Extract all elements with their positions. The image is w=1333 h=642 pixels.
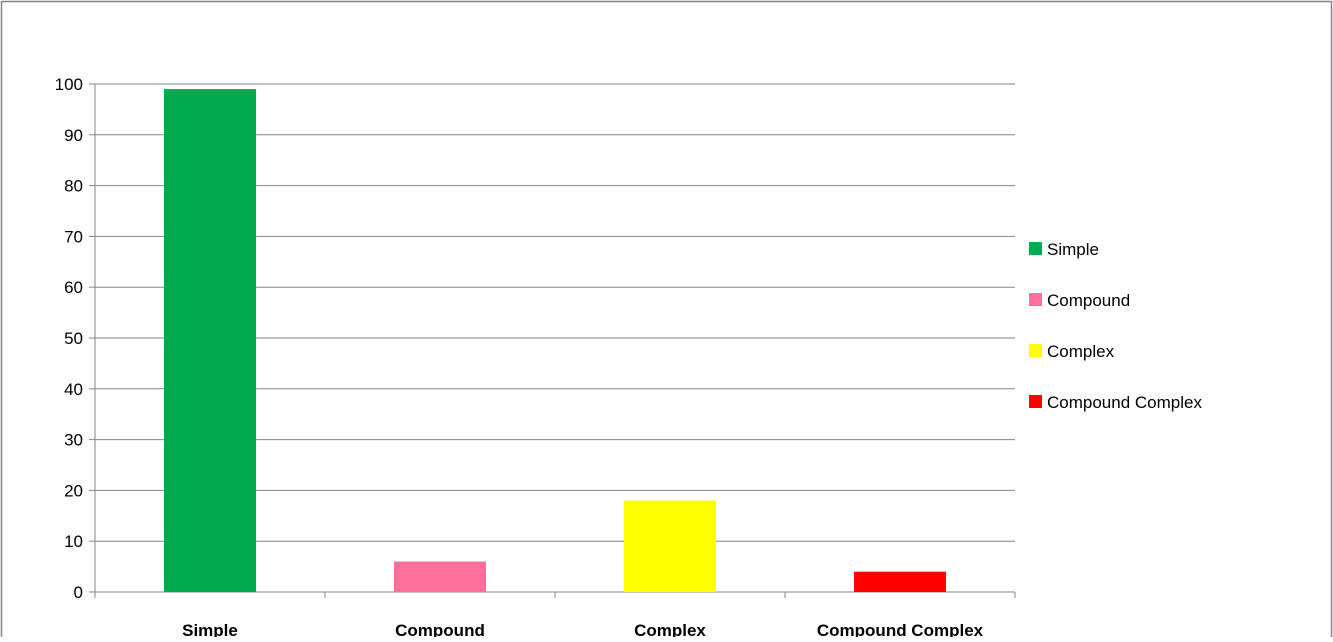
- x-tick-label: Compound: [395, 621, 485, 637]
- y-tick-label: 0: [74, 583, 83, 602]
- legend-swatch: [1029, 344, 1042, 357]
- y-tick-label: 20: [64, 481, 83, 500]
- legend-label: Simple: [1047, 240, 1099, 259]
- y-tick-label: 90: [64, 126, 83, 145]
- x-tick-labels: Simple Compound Complex Compound Complex: [182, 621, 984, 640]
- y-tick-label: 30: [64, 431, 83, 450]
- y-tick-label: 40: [64, 380, 83, 399]
- legend-swatch: [1029, 293, 1042, 306]
- legend-label: Compound: [1047, 291, 1130, 310]
- legend: Simple Compound Complex Compound Complex: [1029, 240, 1202, 412]
- legend-swatch: [1029, 395, 1042, 408]
- bar-compound-complex: [854, 571, 946, 592]
- y-tick-label: 10: [64, 532, 83, 551]
- y-tick-label: 70: [64, 227, 83, 246]
- y-tick-label: 80: [64, 177, 83, 196]
- y-tick-label: 60: [64, 278, 83, 297]
- y-tick-label: 100: [55, 75, 83, 94]
- y-tick-labels: 0 10 20 30 40 50 60 70 80 90 100: [55, 75, 83, 602]
- x-tick-label: Compound Complex: [817, 621, 984, 637]
- bar-simple: [164, 89, 256, 592]
- y-tick-label: 50: [64, 329, 83, 348]
- bar-complex: [624, 500, 716, 592]
- legend-label: Complex: [1047, 342, 1115, 361]
- bar-compound: [394, 561, 486, 592]
- x-tick-label: Simple: [182, 621, 238, 637]
- bars: [164, 89, 946, 592]
- x-tick-label: Complex: [634, 621, 706, 637]
- legend-swatch: [1029, 242, 1042, 255]
- legend-label: Compound Complex: [1047, 393, 1202, 412]
